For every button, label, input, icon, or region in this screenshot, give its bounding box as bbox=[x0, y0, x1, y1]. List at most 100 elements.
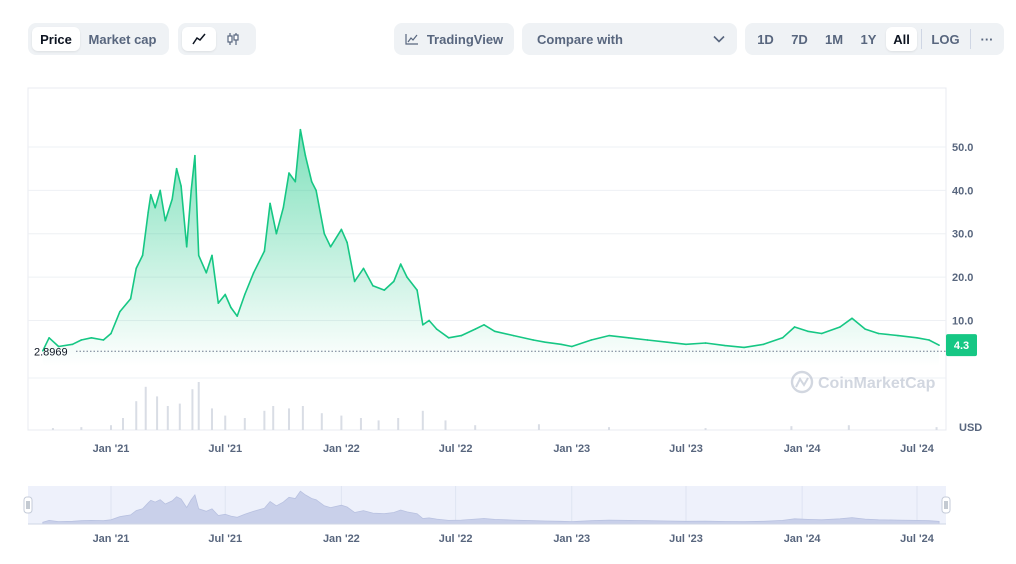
navigator-x-tick-label: Jul '24 bbox=[900, 533, 935, 545]
price-point bbox=[263, 250, 266, 252]
price-point bbox=[421, 324, 424, 326]
price-point bbox=[399, 263, 402, 265]
price-point bbox=[406, 276, 408, 278]
price-point bbox=[288, 172, 290, 174]
tradingview-button[interactable]: TradingView bbox=[394, 23, 514, 55]
price-point bbox=[483, 324, 485, 326]
price-point bbox=[110, 332, 112, 335]
volume-bar bbox=[178, 403, 181, 430]
volume-bar bbox=[537, 424, 540, 430]
price-point bbox=[864, 328, 867, 330]
price-area bbox=[42, 129, 940, 366]
price-point bbox=[175, 167, 178, 170]
coinmarketcap-watermark: CoinMarketCap bbox=[790, 370, 936, 394]
price-point bbox=[353, 280, 356, 283]
price-point bbox=[428, 319, 430, 322]
price-point bbox=[627, 337, 630, 339]
volume-bar bbox=[704, 428, 707, 430]
candlestick-button[interactable] bbox=[216, 27, 250, 51]
price-point bbox=[310, 180, 313, 183]
volume-bar bbox=[243, 418, 246, 430]
range-divider bbox=[921, 29, 922, 49]
price-point bbox=[194, 154, 196, 157]
price-point bbox=[197, 254, 200, 257]
x-tick-label: Jul '23 bbox=[669, 443, 703, 455]
navigator-x-tick-label: Jul '21 bbox=[208, 533, 242, 545]
price-point bbox=[704, 342, 707, 344]
navigator-left-handle[interactable] bbox=[23, 496, 33, 514]
price-point bbox=[392, 280, 395, 283]
range-1y-button[interactable]: 1Y bbox=[860, 31, 877, 47]
volume-bar bbox=[197, 382, 200, 430]
tradingview-label: TradingView bbox=[426, 31, 504, 47]
price-point bbox=[807, 330, 809, 333]
volume-bar bbox=[110, 425, 112, 430]
price-point bbox=[877, 332, 880, 335]
range-all-button[interactable]: All bbox=[886, 27, 917, 51]
open-price-label: 2.8969 bbox=[34, 346, 68, 358]
price-point bbox=[820, 332, 823, 335]
navigator-x-tick-label: Jan '22 bbox=[323, 533, 360, 545]
line-chart-button[interactable] bbox=[182, 27, 216, 51]
price-point bbox=[164, 219, 167, 222]
price-point bbox=[119, 310, 121, 313]
trend-chart-icon bbox=[405, 34, 418, 45]
svg-text:CoinMarketCap: CoinMarketCap bbox=[818, 375, 936, 392]
x-tick-label: Jan '24 bbox=[784, 443, 822, 455]
volume-bar bbox=[121, 418, 124, 430]
current-price-label: 4.3 bbox=[954, 340, 969, 352]
price-point bbox=[416, 289, 418, 291]
price-point bbox=[743, 346, 745, 349]
price-point bbox=[447, 337, 450, 339]
price-point bbox=[346, 241, 348, 244]
volume-bar bbox=[790, 426, 793, 430]
volume-bar bbox=[444, 420, 447, 430]
price-point bbox=[224, 293, 227, 296]
navigator-x-tick-label: Jul '22 bbox=[439, 533, 473, 545]
price-point bbox=[236, 315, 239, 317]
price-point bbox=[315, 189, 317, 192]
volume-bar bbox=[51, 428, 54, 430]
price-point bbox=[299, 128, 302, 131]
price-point bbox=[512, 334, 515, 337]
y-tick-label: 50.0 bbox=[952, 142, 973, 154]
more-options-button[interactable]: ··· bbox=[980, 31, 994, 47]
price-point bbox=[762, 343, 765, 346]
price-point bbox=[793, 326, 796, 328]
price-point bbox=[851, 317, 853, 320]
price-point bbox=[685, 343, 687, 346]
price-point bbox=[532, 339, 535, 341]
compare-with-dropdown[interactable]: Compare with bbox=[522, 23, 737, 55]
price-point bbox=[294, 180, 297, 183]
price-point bbox=[171, 198, 174, 200]
price-point bbox=[244, 293, 246, 296]
navigator-right-handle[interactable] bbox=[941, 496, 951, 514]
range-7d-button[interactable]: 7D bbox=[791, 31, 808, 47]
price-point bbox=[149, 193, 152, 196]
price-point bbox=[493, 330, 496, 333]
price-point bbox=[590, 339, 593, 341]
price-point bbox=[159, 189, 162, 192]
tab-price[interactable]: Price bbox=[32, 27, 80, 51]
price-point bbox=[90, 337, 93, 339]
price-point bbox=[282, 206, 285, 209]
price-point bbox=[147, 211, 150, 213]
navigator-x-tick-label: Jan '21 bbox=[93, 533, 130, 545]
volume-bar bbox=[272, 406, 275, 430]
navigator-x-tick-label: Jul '23 bbox=[669, 533, 703, 545]
navigator-x-tick-label: Jan '23 bbox=[553, 533, 590, 545]
tab-market-cap[interactable]: Market cap bbox=[88, 31, 157, 47]
log-scale-button[interactable]: LOG bbox=[931, 31, 960, 47]
metric-tab-group: Price Market cap bbox=[28, 23, 169, 55]
price-point bbox=[217, 302, 220, 304]
price-point bbox=[570, 345, 573, 348]
price-point bbox=[329, 245, 332, 248]
volume-bar bbox=[191, 389, 194, 430]
price-point bbox=[48, 337, 50, 339]
volume-bar bbox=[474, 425, 477, 430]
range-1m-button[interactable]: 1M bbox=[824, 31, 844, 47]
price-point bbox=[275, 232, 278, 235]
price-point bbox=[135, 267, 138, 270]
range-1d-button[interactable]: 1D bbox=[757, 31, 774, 47]
line-chart-icon bbox=[192, 33, 206, 45]
